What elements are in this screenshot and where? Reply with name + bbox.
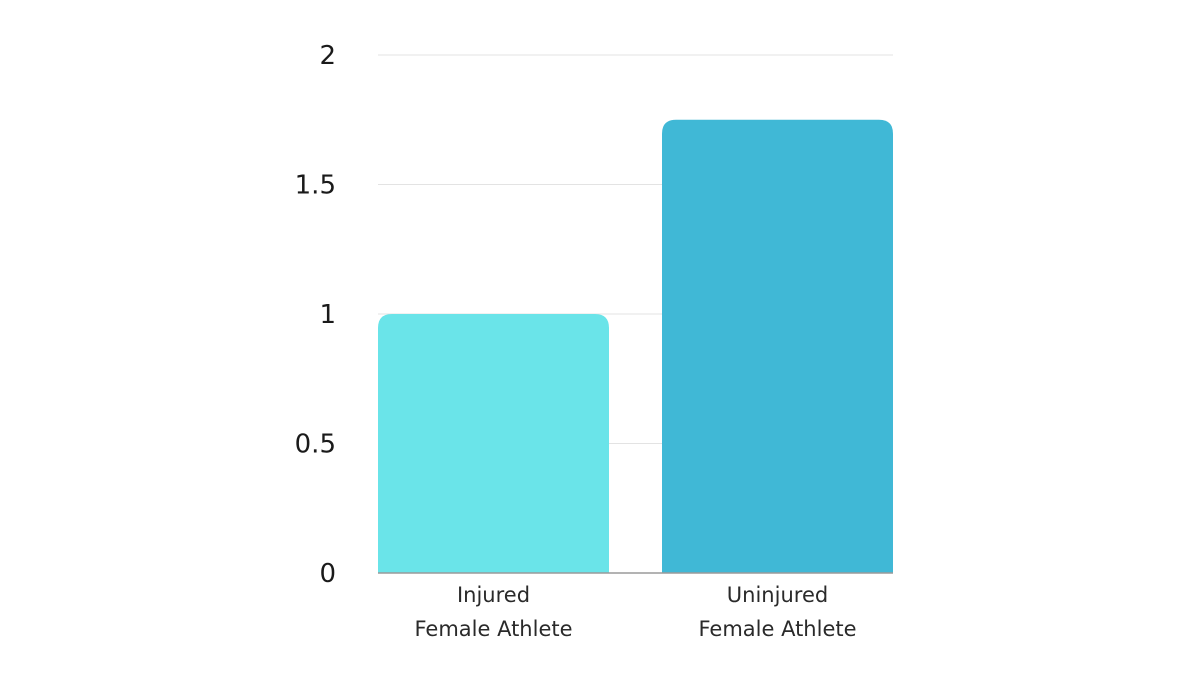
y-tick-label: 1 [319, 300, 336, 330]
bar-injured-female-athlete [378, 314, 609, 573]
x-category-label: Uninjured [727, 583, 828, 607]
y-tick-label: 0 [319, 559, 336, 589]
bars [378, 119, 893, 573]
x-category-label: Female Athlete [414, 617, 572, 641]
labels: 0 0.5 1 1.5 2 Injured Female Athlete Uninjured F… [295, 41, 857, 641]
x-category-label: Female Athlete [698, 617, 856, 641]
x-category-label: Injured [457, 583, 530, 607]
y-tick-label: 0.5 [295, 430, 336, 460]
y-tick-label: 1.5 [295, 171, 336, 201]
y-tick-label: 2 [319, 41, 336, 71]
bar-uninjured-female-athlete [662, 119, 893, 573]
